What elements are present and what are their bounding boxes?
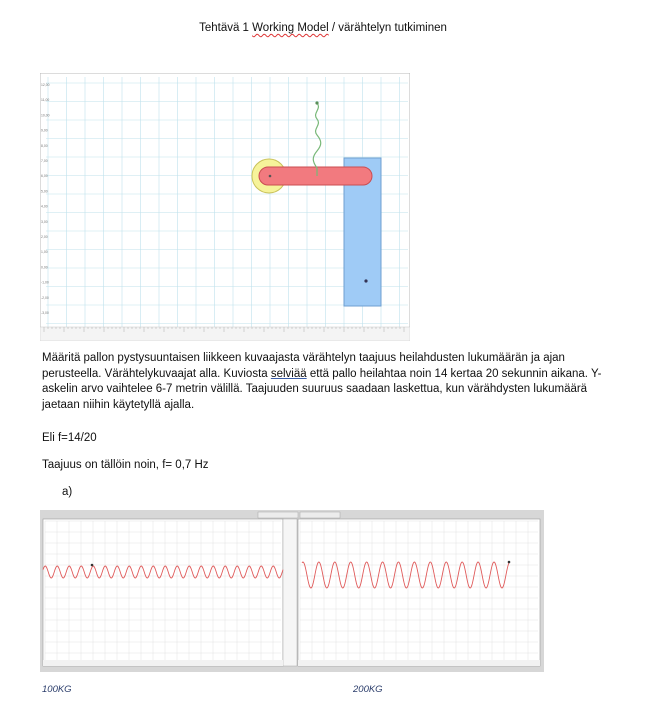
simulation-screenshot: 12,00 11,00 10,00 9,00 8,00 7,00 6,00 5,00 4,00 3… bbox=[40, 73, 410, 341]
spring-anchor bbox=[315, 101, 319, 105]
red-bar bbox=[258, 166, 373, 186]
y-axis-strip bbox=[282, 518, 298, 667]
caption-200kg: 200KG bbox=[353, 684, 383, 695]
y-tick-label: 0,00 bbox=[41, 265, 48, 269]
caption-100kg: 100KG bbox=[42, 684, 72, 695]
spring bbox=[312, 102, 322, 176]
graph-screenshot bbox=[40, 510, 544, 672]
document-title: Tehtävä 1 Working Model / värähtelyn tut… bbox=[199, 22, 447, 34]
y-tick-label: -1,00 bbox=[41, 281, 49, 285]
oscillation-line-200kg bbox=[301, 561, 510, 589]
y-tick-label: 7,00 bbox=[41, 159, 48, 163]
formula-line: Eli f=14/20 bbox=[42, 432, 97, 444]
y-tick-label: 10,00 bbox=[41, 113, 50, 117]
y-tick-label: -3,00 bbox=[41, 311, 49, 315]
x-axis-strip-right bbox=[298, 660, 540, 666]
flagged-word: selviää bbox=[270, 367, 307, 380]
y-tick-label: 1,00 bbox=[41, 250, 48, 254]
y-tick-label: 2,00 bbox=[41, 235, 48, 239]
simulation-x-ticks bbox=[43, 327, 405, 332]
graph-panel-left bbox=[42, 518, 284, 667]
graph-grid-right bbox=[299, 520, 538, 660]
y-tick-label: 11,00 bbox=[41, 98, 49, 102]
graph-grid-left bbox=[44, 520, 281, 660]
oscillation-line-100kg bbox=[42, 565, 284, 579]
trace-marker bbox=[507, 560, 511, 564]
body-paragraph: Määritä pallon pystysuuntaisen liikkeen … bbox=[42, 352, 602, 411]
spellcheck-flagged-word: Working Model bbox=[252, 22, 329, 34]
bar-pivot bbox=[268, 174, 272, 178]
y-tick-label: 3,00 bbox=[41, 220, 48, 224]
y-tick-label: 4,00 bbox=[41, 205, 48, 209]
item-label: a) bbox=[62, 486, 73, 498]
trace-marker bbox=[90, 563, 94, 567]
bottom-ruler bbox=[40, 326, 410, 341]
y-tick-label: -2,00 bbox=[41, 296, 49, 300]
y-tick-label: 6,00 bbox=[41, 174, 48, 178]
window-titlebar bbox=[299, 511, 341, 519]
window-titlebar bbox=[257, 511, 299, 519]
y-tick-label: 8,00 bbox=[41, 144, 48, 148]
y-tick-label: 12,00 bbox=[41, 83, 50, 87]
block-marker bbox=[364, 279, 368, 283]
simulation-y-ticks: 12,00 11,00 10,00 9,00 8,00 7,00 6,00 5,00 4,00 3… bbox=[41, 83, 50, 315]
y-tick-label: 5,00 bbox=[41, 189, 48, 193]
graph-panel-right bbox=[297, 518, 541, 667]
y-tick-label: 9,00 bbox=[41, 129, 48, 133]
result-line: Taajuus on tällöin noin, f= 0,7 Hz bbox=[42, 459, 209, 471]
x-axis-strip-left bbox=[43, 660, 283, 666]
